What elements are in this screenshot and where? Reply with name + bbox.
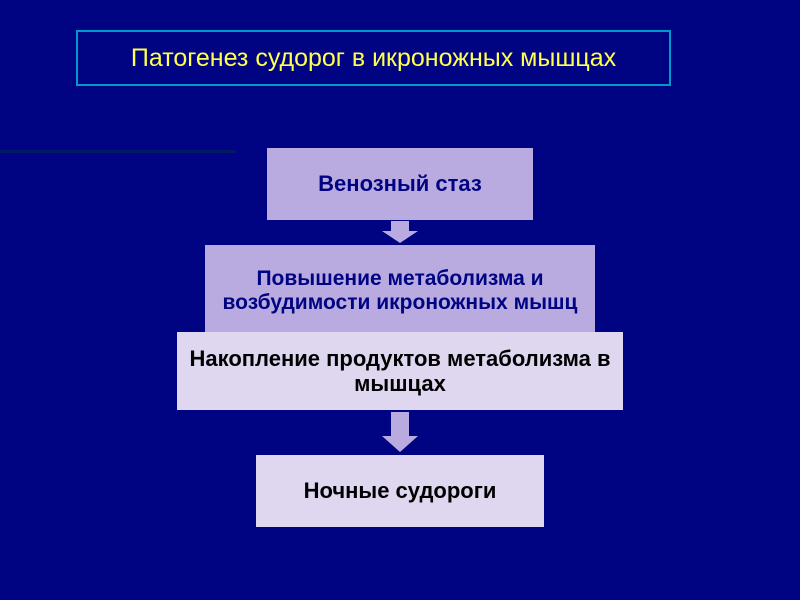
flow-box-2-text: Повышение метаболизма и возбудимости икр… [215,267,585,315]
flow-box-3-text: Накопление продуктов метаболизма в мышца… [187,346,613,397]
slide-title-text: Патогенез судорог в икроножных мышцах [131,44,616,73]
arrow-1 [382,221,418,243]
flow-box-4: Ночные судороги [256,455,544,527]
flow-box-1-text: Венозный стаз [318,171,482,196]
slide-title: Патогенез судорог в икроножных мышцах [76,30,671,86]
slide-root: Патогенез судорог в икроножных мышцах Ве… [0,0,800,600]
arrow-3 [382,412,418,452]
flow-box-4-text: Ночные судороги [304,478,497,503]
flow-box-1: Венозный стаз [267,148,533,220]
horizontal-rule [0,150,236,153]
flow-box-3: Накопление продуктов метаболизма в мышца… [177,332,623,410]
